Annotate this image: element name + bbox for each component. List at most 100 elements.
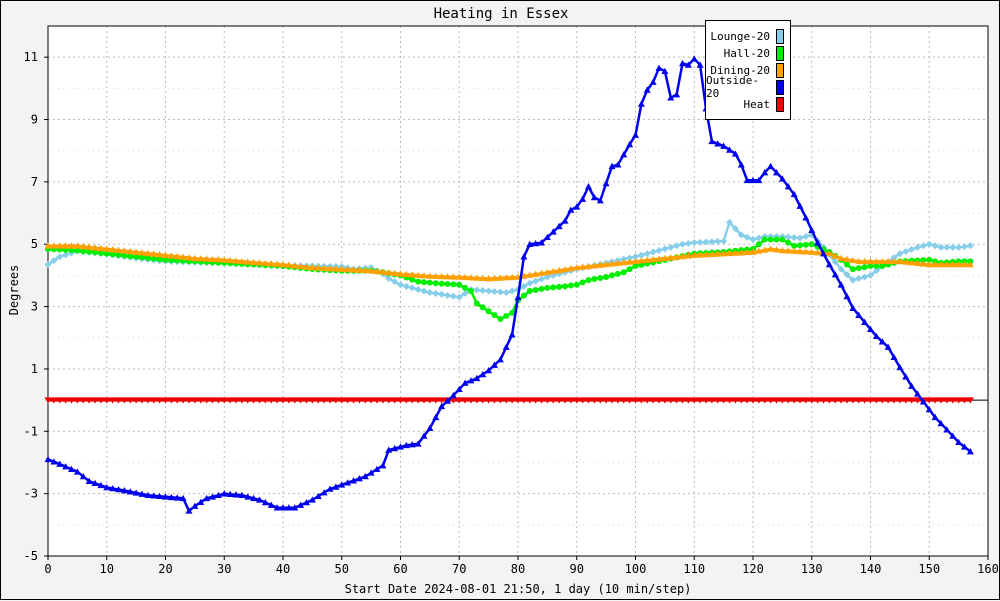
- series-point-outside-20: [432, 413, 440, 421]
- series-point-heat: [684, 397, 692, 404]
- legend-item-dining: Dining-20: [710, 62, 784, 78]
- series-point-heat: [485, 397, 493, 404]
- series-point-outside-20: [502, 343, 510, 350]
- series-point-hall-20: [544, 284, 551, 291]
- series-point-hall-20: [426, 279, 433, 286]
- series-point-outside-20: [68, 465, 75, 473]
- series-point-lounge-20: [702, 238, 710, 246]
- series-point-outside-20: [414, 440, 422, 447]
- series-point-lounge-20: [861, 273, 869, 281]
- series-point-heat: [843, 397, 851, 404]
- series-point-heat: [279, 397, 287, 404]
- series-point-dining-20: [485, 275, 493, 282]
- series-point-heat: [467, 397, 475, 404]
- series-point-hall-20: [779, 236, 786, 243]
- series-point-outside-20: [849, 304, 857, 311]
- series-point-heat: [820, 397, 827, 404]
- series-point-heat: [567, 397, 575, 404]
- series-point-lounge-20: [919, 242, 927, 250]
- series-point-lounge-20: [831, 258, 839, 266]
- series-point-outside-20: [966, 448, 974, 455]
- series-point-outside-20: [173, 494, 181, 501]
- series-point-outside-20: [637, 100, 645, 107]
- series-point-lounge-20: [520, 282, 528, 290]
- series-point-heat: [538, 397, 545, 404]
- series-point-dining-20: [737, 249, 745, 256]
- series-point-dining-20: [285, 261, 293, 268]
- series-point-heat: [579, 397, 587, 404]
- series-point-dining-20: [743, 248, 751, 256]
- series-point-outside-20: [350, 477, 357, 484]
- series-point-outside-20: [520, 253, 528, 260]
- series-point-heat: [743, 397, 751, 404]
- series-point-outside-20: [949, 432, 957, 439]
- series-point-heat: [667, 397, 675, 404]
- legend-swatch: [776, 96, 784, 112]
- series-point-hall-20: [127, 253, 134, 260]
- series-point-hall-20: [579, 279, 586, 286]
- series-point-hall-20: [585, 277, 592, 284]
- series-point-hall-20: [409, 276, 416, 283]
- series-point-dining-20: [720, 250, 728, 257]
- y-tick-label: -3: [24, 487, 38, 501]
- series-point-heat: [937, 397, 945, 404]
- series-point-dining-20: [308, 264, 316, 271]
- series-point-outside-20: [919, 398, 927, 405]
- y-tick-label: 9: [31, 113, 38, 127]
- series-point-dining-20: [379, 268, 387, 275]
- series-point-heat: [520, 397, 528, 404]
- series-point-heat: [50, 397, 58, 404]
- series-point-lounge-20: [667, 243, 675, 251]
- series-point-lounge-20: [966, 242, 974, 250]
- series-point-outside-20: [872, 332, 880, 340]
- series-point-dining-20: [426, 272, 434, 279]
- series-point-lounge-20: [44, 261, 52, 268]
- series-point-dining-20: [297, 262, 305, 270]
- series-point-hall-20: [503, 312, 510, 319]
- series-point-heat: [332, 397, 340, 404]
- series-point-heat: [955, 397, 963, 404]
- series-point-outside-20: [496, 356, 504, 363]
- series-point-outside-20: [778, 175, 786, 182]
- series-point-lounge-20: [943, 243, 951, 251]
- series-point-lounge-20: [679, 240, 686, 248]
- series-point-dining-20: [696, 251, 704, 258]
- series-point-lounge-20: [461, 289, 469, 297]
- series-point-lounge-20: [50, 257, 58, 265]
- series-point-heat: [250, 397, 258, 404]
- series-point-outside-20: [549, 228, 557, 235]
- series-point-dining-20: [814, 249, 822, 256]
- series-point-heat: [479, 397, 487, 404]
- y-tick-label: 1: [31, 362, 38, 376]
- legend-label: Lounge-20: [710, 29, 770, 43]
- series-point-dining-20: [232, 257, 240, 264]
- series-point-lounge-20: [720, 237, 728, 245]
- series-point-lounge-20: [796, 234, 804, 242]
- series-point-outside-20: [825, 261, 833, 268]
- x-tick-label: 130: [801, 562, 823, 576]
- series-point-hall-20: [591, 276, 598, 283]
- series-point-lounge-20: [408, 284, 416, 292]
- series-point-hall-20: [573, 281, 580, 288]
- series-point-lounge-20: [902, 248, 910, 256]
- chart-title: Heating in Essex: [433, 6, 569, 22]
- series-point-outside-20: [784, 183, 792, 190]
- series-point-dining-20: [714, 250, 722, 257]
- series-point-heat: [226, 397, 234, 404]
- series-point-hall-20: [509, 309, 516, 316]
- series-point-dining-20: [138, 249, 146, 256]
- series-point-outside-20: [250, 494, 258, 502]
- series-point-heat: [585, 397, 592, 404]
- series-point-outside-20: [438, 402, 446, 410]
- series-point-heat: [338, 397, 346, 404]
- series-point-hall-20: [468, 288, 474, 294]
- series-point-outside-20: [338, 481, 346, 488]
- series-point-heat: [861, 397, 869, 404]
- series-point-lounge-20: [684, 239, 692, 247]
- series-point-outside-20: [861, 318, 869, 325]
- series-point-dining-20: [397, 270, 404, 277]
- series-point-hall-20: [926, 256, 933, 263]
- series-point-lounge-20: [749, 236, 757, 244]
- series-point-outside-20: [608, 162, 616, 170]
- series-point-heat: [702, 397, 710, 404]
